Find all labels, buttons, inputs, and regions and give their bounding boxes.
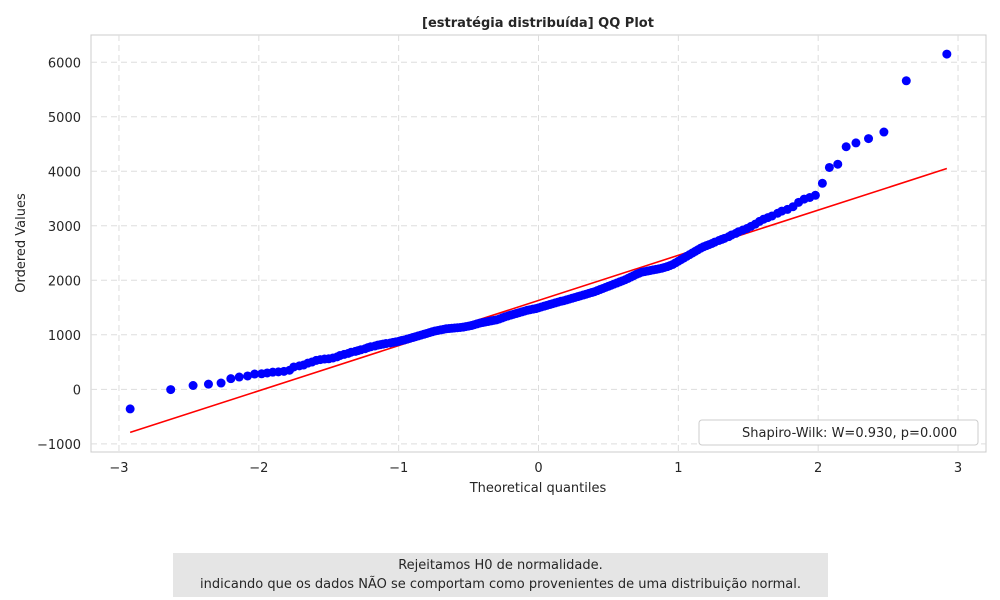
- caption-line-1: Rejeitamos H0 de normalidade.: [398, 558, 603, 573]
- x-tick-label: 3: [954, 461, 962, 476]
- data-point: [234, 372, 244, 382]
- legend-box: [698, 419, 979, 446]
- data-point: [824, 162, 834, 172]
- data-point: [226, 374, 236, 384]
- data-point: [203, 379, 213, 389]
- caption-line-2: indicando que os dados NÃO se comportam …: [199, 577, 801, 592]
- data-point: [243, 371, 253, 381]
- y-tick-label: −1000: [37, 438, 81, 453]
- x-tick-label: 2: [814, 461, 822, 476]
- x-tick-label: −2: [249, 461, 268, 476]
- data-points: [125, 49, 952, 414]
- data-point: [125, 404, 135, 414]
- y-tick-label: 6000: [48, 56, 81, 71]
- x-axis-label: Theoretical quantiles: [469, 481, 607, 496]
- data-point: [810, 190, 820, 200]
- legend: Shapiro-Wilk: W=0.930, p=0.000: [698, 419, 979, 446]
- plot-area: [90, 34, 987, 453]
- y-tick-label: 2000: [48, 274, 81, 289]
- x-tick-label: −1: [389, 461, 408, 476]
- x-tick-label: 1: [674, 461, 682, 476]
- x-tick-label: 0: [534, 461, 542, 476]
- data-point: [216, 378, 226, 388]
- x-tick-labels: −3 −2 −1 0 1 2 3: [109, 461, 962, 476]
- legend-label: Shapiro-Wilk: W=0.930, p=0.000: [742, 426, 957, 441]
- data-point: [817, 178, 827, 188]
- data-point: [188, 380, 198, 390]
- data-point: [851, 138, 861, 148]
- data-point: [833, 159, 843, 169]
- y-tick-labels: −1000 0 1000 2000 3000 4000 5000 6000: [37, 56, 81, 453]
- y-tick-label: 5000: [48, 111, 81, 126]
- y-tick-label: 1000: [48, 329, 81, 344]
- chart-title: [estratégia distribuída] QQ Plot: [422, 16, 654, 31]
- data-point: [879, 127, 889, 137]
- data-point: [166, 385, 176, 395]
- y-tick-label: 3000: [48, 220, 81, 235]
- y-axis-label: Ordered Values: [14, 193, 29, 293]
- conclusion-caption: Rejeitamos H0 de normalidade. indicando …: [173, 553, 828, 597]
- data-point: [901, 76, 911, 86]
- data-point: [250, 369, 260, 379]
- x-tick-label: −3: [109, 461, 128, 476]
- data-point: [942, 49, 952, 59]
- y-tick-label: 4000: [48, 165, 81, 180]
- qq-plot-chart: −3 −2 −1 0 1 2 3 −1000 0 1000 2000 3000 4000 5000 600…: [14, 16, 987, 496]
- fit-line: [129, 167, 948, 434]
- data-point: [841, 142, 851, 152]
- data-point: [864, 134, 874, 144]
- y-tick-label: 0: [73, 383, 81, 398]
